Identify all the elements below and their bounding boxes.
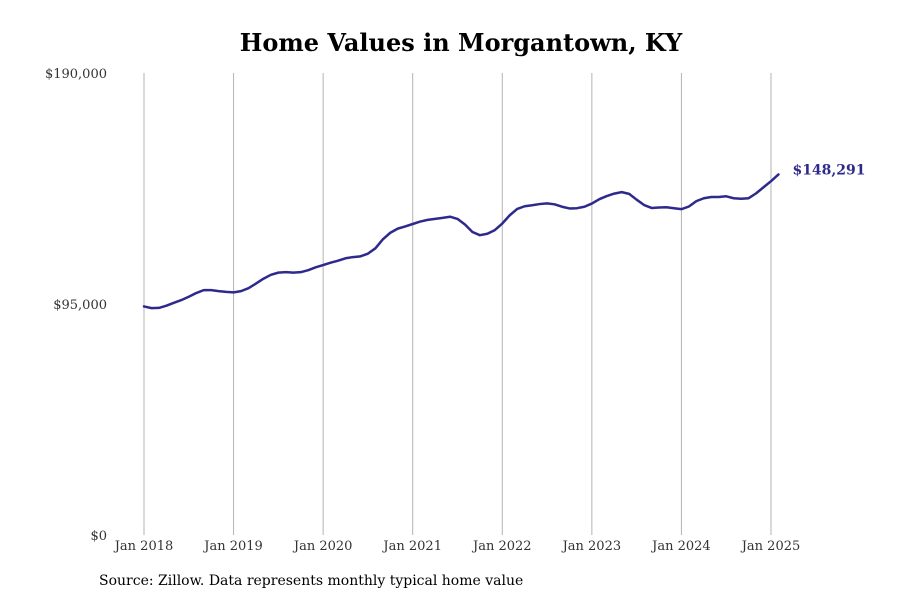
grid-lines <box>143 73 772 535</box>
y-tick-label: $190,000 <box>45 67 107 82</box>
source-note: Source: Zillow. Data represents monthly … <box>99 573 524 589</box>
chart-title: Home Values in Morgantown, KY <box>239 28 683 57</box>
x-tick-label: Jan 2025 <box>740 539 801 554</box>
x-tick-label: Jan 2019 <box>202 539 263 554</box>
series-layer <box>142 173 780 310</box>
y-tick-label: $0 <box>90 529 107 544</box>
x-tick-label: Jan 2020 <box>292 539 353 554</box>
home-value-line <box>142 173 780 310</box>
y-axis-tick-labels: $0 $95,000 $190,000 <box>45 67 107 544</box>
x-tick-label: Jan 2022 <box>471 539 532 554</box>
x-axis-tick-labels: Jan 2018 Jan 2019 Jan 2020 Jan 2021 Jan 2022… <box>113 539 801 554</box>
end-value-label: $148,291 <box>792 162 865 178</box>
x-tick-label: Jan 2021 <box>381 539 442 554</box>
x-tick-label: Jan 2018 <box>113 539 174 554</box>
x-tick-label: Jan 2023 <box>561 539 622 554</box>
end-value-label-layer: $148,291 <box>792 162 865 178</box>
y-tick-label: $95,000 <box>53 298 107 313</box>
x-tick-label: Jan 2024 <box>650 539 711 554</box>
